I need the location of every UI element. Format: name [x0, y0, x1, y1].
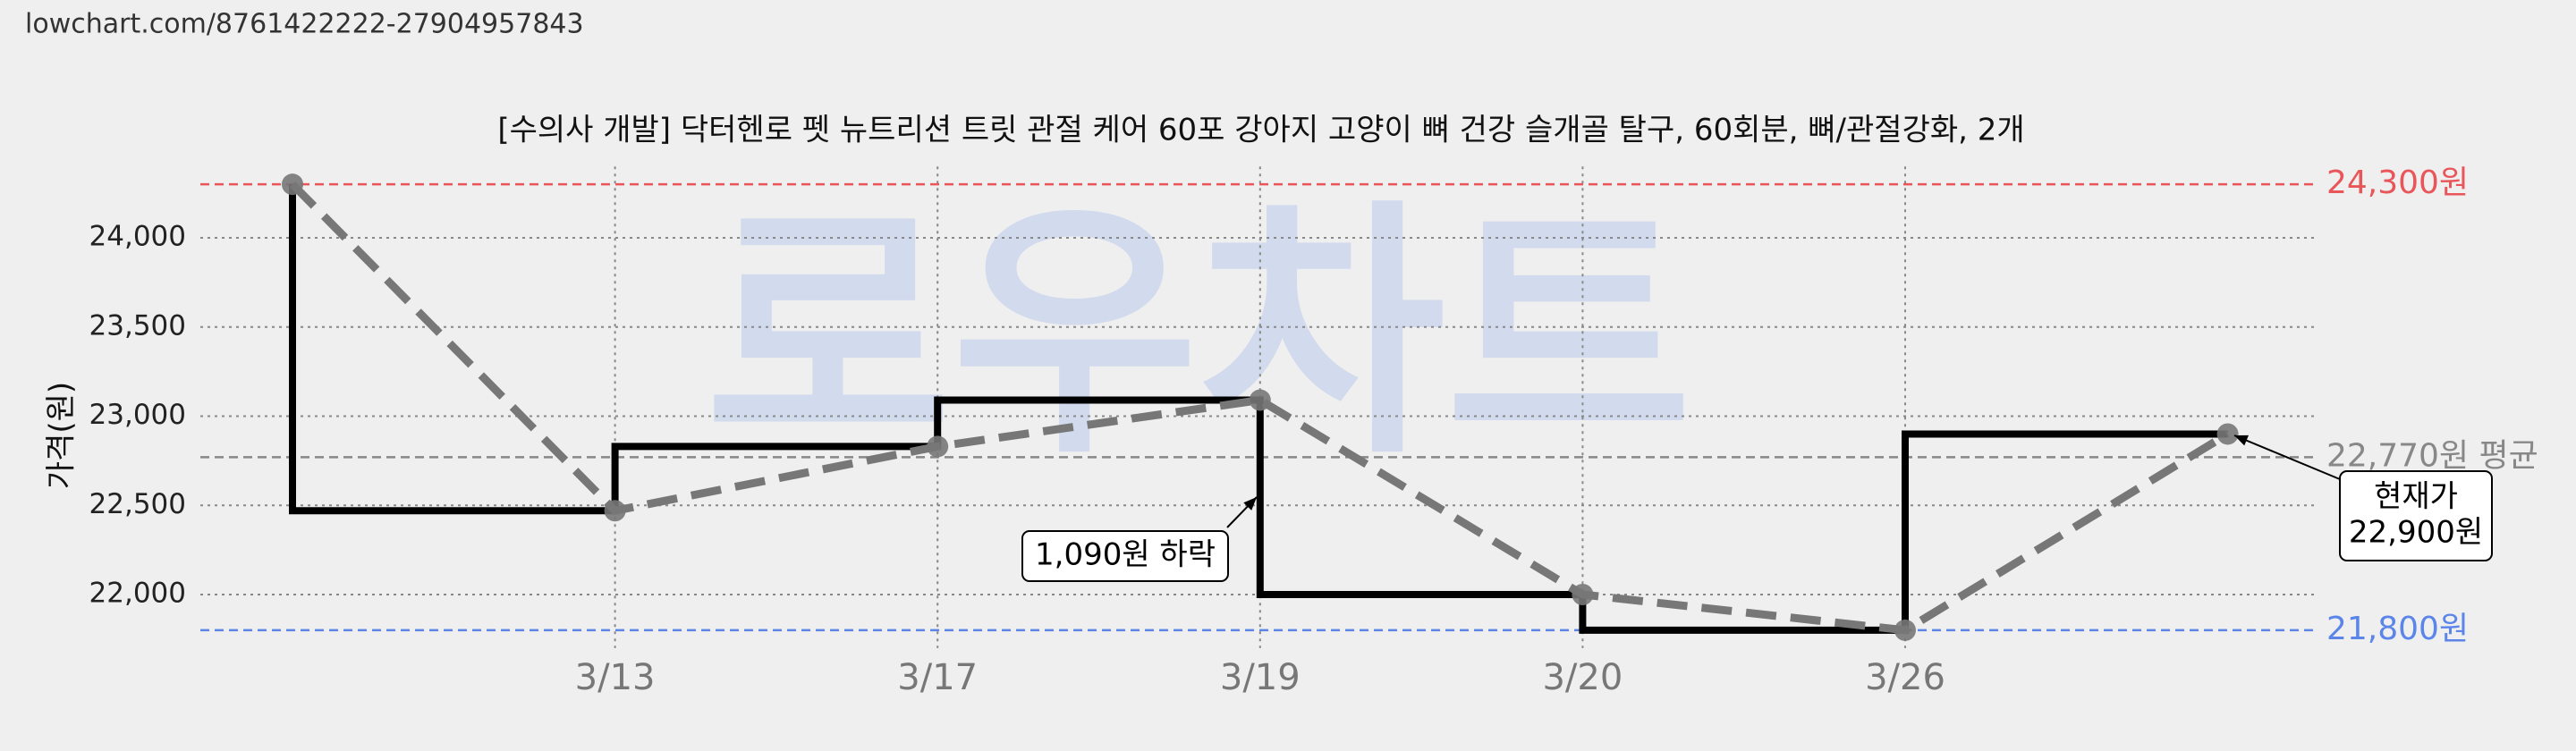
y-tick-label: 22,000 — [89, 578, 186, 610]
price-point — [1249, 389, 1271, 411]
x-tick-label: 3/19 — [1220, 657, 1301, 698]
chart-title: [수의사 개발] 닥터헨로 펫 뉴트리션 트릿 관절 케어 60포 강아지 고양… — [497, 113, 2024, 148]
annotation-box — [1021, 530, 1229, 582]
annotation-text: 22,900원 — [2349, 515, 2483, 551]
reference-label: 24,300원 — [2326, 165, 2469, 201]
y-tick-label: 23,500 — [89, 309, 186, 342]
annotation-box — [2339, 470, 2493, 561]
x-tick-label: 3/17 — [897, 657, 978, 698]
price-point — [282, 173, 303, 196]
annotation-text: 1,090원 하락 — [1035, 537, 1216, 573]
watermark: 로우차트 — [705, 178, 1692, 490]
annotation-text: 현재가 — [2374, 479, 2458, 515]
price-point — [927, 435, 949, 458]
annotation-arrowhead — [2234, 435, 2249, 446]
reference-label: 21,800원 — [2326, 611, 2469, 647]
price-point — [2216, 423, 2239, 445]
y-tick-label: 23,000 — [89, 399, 186, 431]
x-tick-label: 3/20 — [1542, 657, 1623, 698]
source-url: lowchart.com/8761422222-27904957843 — [25, 9, 584, 40]
price-point — [1894, 619, 1916, 641]
x-tick-label: 3/13 — [575, 657, 656, 698]
price-point — [1572, 584, 1594, 605]
y-axis-label: 가격(원) — [44, 382, 80, 489]
reference-label: 22,770원 평균 — [2326, 437, 2538, 474]
annotation-arrowhead — [1243, 497, 1257, 511]
annotation-arrow — [2233, 435, 2341, 480]
y-tick-label: 24,000 — [89, 221, 186, 253]
price-point — [604, 500, 626, 522]
y-tick-label: 22,500 — [89, 488, 186, 520]
x-tick-label: 3/26 — [1865, 657, 1945, 698]
